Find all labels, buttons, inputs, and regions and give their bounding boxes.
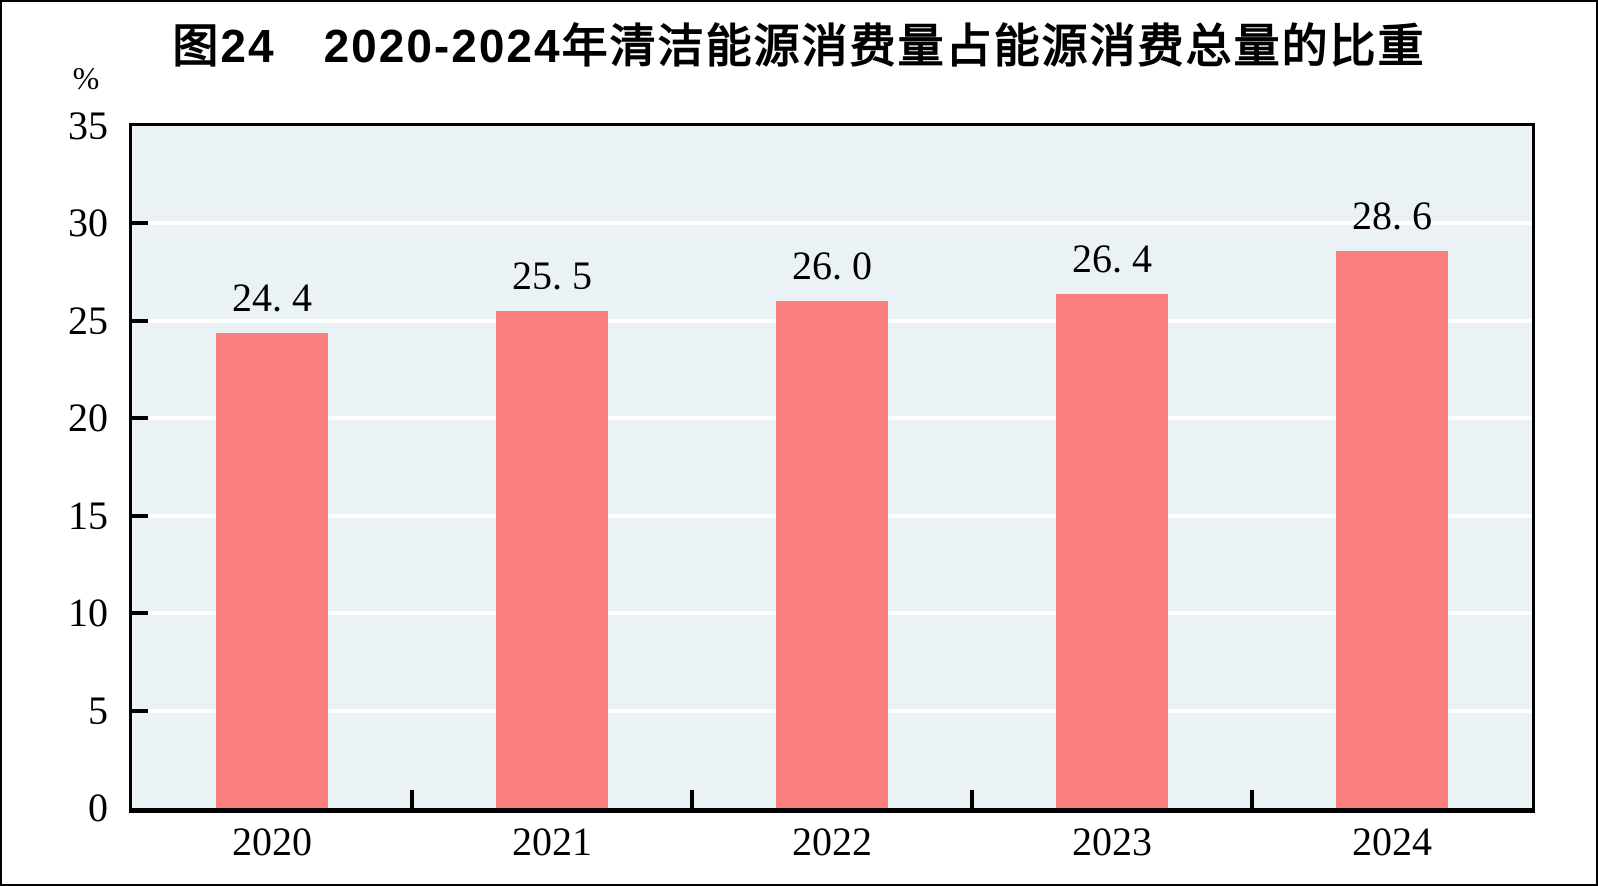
y-tick-label-25: 25 [68, 297, 108, 343]
bar-2022 [776, 301, 888, 808]
y-tick-25 [132, 318, 148, 323]
y-tick-10 [132, 611, 148, 616]
y-axis-unit-label: % [72, 60, 100, 96]
y-tick-label-0: 0 [88, 785, 108, 830]
x-tick-label-2022: 2022 [792, 819, 872, 864]
y-tick-20 [132, 416, 148, 421]
x-tick-4 [1250, 790, 1254, 808]
y-tick-label-15: 15 [68, 492, 108, 538]
y-tick-label-10: 10 [68, 590, 108, 636]
bar-value-label-2022: 26. 0 [792, 243, 872, 289]
x-tick-3 [970, 790, 974, 808]
bar-2023 [1056, 293, 1168, 808]
plot-area: 24. 4 25. 5 26. 0 26. 4 28. 6 [129, 123, 1535, 813]
x-tick-label-2024: 2024 [1352, 819, 1432, 864]
x-tick-label-2020: 2020 [232, 819, 312, 864]
bar-2021 [496, 311, 608, 808]
bar-value-label-2020: 24. 4 [232, 274, 312, 320]
bar-2020 [216, 332, 328, 808]
bar-2024 [1336, 250, 1448, 808]
y-tick-label-35: 35 [68, 103, 108, 148]
y-tick-label-20: 20 [68, 395, 108, 441]
y-tick-label-30: 30 [68, 200, 108, 246]
plot-inner: 24. 4 25. 5 26. 0 26. 4 28. 6 [132, 126, 1532, 808]
bar-value-label-2024: 28. 6 [1352, 192, 1432, 238]
y-tick-15 [132, 513, 148, 518]
y-tick-label-5: 5 [88, 687, 108, 733]
chart-title: 图24 2020-2024年清洁能源消费量占能源消费总量的比重 [172, 20, 1426, 72]
gridline-30 [132, 221, 1532, 226]
bar-value-label-2023: 26. 4 [1072, 235, 1152, 281]
x-tick-label-2023: 2023 [1072, 819, 1152, 864]
bar-value-label-2021: 25. 5 [512, 253, 592, 299]
y-tick-30 [132, 221, 148, 226]
x-tick-label-2021: 2021 [512, 819, 592, 864]
x-tick-1 [410, 790, 414, 808]
y-tick-5 [132, 708, 148, 713]
x-tick-2 [690, 790, 694, 808]
